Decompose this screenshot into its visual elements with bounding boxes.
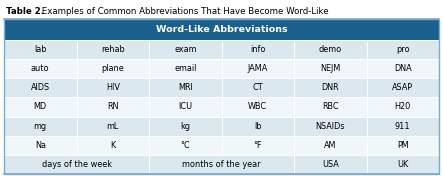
Text: JAMA: JAMA — [248, 64, 268, 73]
Bar — [294, 78, 366, 97]
Text: rehab: rehab — [101, 45, 124, 54]
Text: H20: H20 — [395, 103, 411, 111]
Text: Na: Na — [35, 141, 46, 150]
Text: Table 2.: Table 2. — [6, 7, 44, 16]
Bar — [294, 40, 366, 59]
Bar — [294, 117, 366, 136]
Text: email: email — [174, 64, 196, 73]
Bar — [77, 97, 149, 117]
Text: HIV: HIV — [106, 83, 120, 92]
Text: kg: kg — [180, 122, 190, 131]
Bar — [366, 136, 439, 155]
Text: K: K — [110, 141, 115, 150]
Bar — [4, 40, 77, 59]
Text: NSAIDs: NSAIDs — [315, 122, 345, 131]
Text: exam: exam — [174, 45, 197, 54]
Bar — [366, 117, 439, 136]
Bar — [4, 19, 439, 40]
Text: months of the year: months of the year — [182, 160, 261, 169]
Text: lab: lab — [34, 45, 47, 54]
Bar — [294, 136, 366, 155]
Text: Examples of Common Abbreviations That Have Become Word-Like: Examples of Common Abbreviations That Ha… — [39, 7, 329, 16]
Bar — [222, 59, 294, 78]
Text: ICU: ICU — [178, 103, 192, 111]
Text: mg: mg — [34, 122, 47, 131]
Text: °C: °C — [180, 141, 190, 150]
Text: demo: demo — [319, 45, 342, 54]
Bar — [149, 40, 222, 59]
Bar — [366, 155, 439, 174]
Bar — [222, 40, 294, 59]
Text: AIDS: AIDS — [31, 83, 50, 92]
Bar — [149, 78, 222, 97]
Bar — [149, 97, 222, 117]
Text: AM: AM — [324, 141, 337, 150]
Text: PM: PM — [397, 141, 408, 150]
Bar — [366, 40, 439, 59]
Bar — [4, 136, 77, 155]
Text: MRI: MRI — [178, 83, 193, 92]
Text: auto: auto — [31, 64, 50, 73]
Text: DNA: DNA — [394, 64, 412, 73]
Bar — [4, 59, 77, 78]
Bar — [77, 78, 149, 97]
Bar — [222, 136, 294, 155]
Text: Word-Like Abbreviations: Word-Like Abbreviations — [155, 25, 288, 34]
Bar — [149, 117, 222, 136]
Text: RBC: RBC — [322, 103, 338, 111]
Bar — [4, 155, 149, 174]
Text: days of the week: days of the week — [42, 160, 112, 169]
Text: WBC: WBC — [248, 103, 267, 111]
Bar — [77, 136, 149, 155]
Text: UK: UK — [397, 160, 408, 169]
Bar — [366, 78, 439, 97]
Text: °F: °F — [253, 141, 262, 150]
Bar — [294, 155, 366, 174]
Text: RN: RN — [107, 103, 118, 111]
Bar — [77, 59, 149, 78]
Bar — [149, 155, 294, 174]
Bar — [222, 97, 294, 117]
Text: MD: MD — [34, 103, 47, 111]
Text: mL: mL — [107, 122, 119, 131]
Bar — [366, 97, 439, 117]
Bar — [294, 59, 366, 78]
Text: plane: plane — [101, 64, 124, 73]
Text: lb: lb — [254, 122, 261, 131]
Bar — [366, 59, 439, 78]
Text: USA: USA — [322, 160, 338, 169]
Bar — [4, 97, 77, 117]
Bar — [4, 117, 77, 136]
Text: DNR: DNR — [322, 83, 339, 92]
Text: info: info — [250, 45, 265, 54]
Bar — [222, 78, 294, 97]
Text: NEJM: NEJM — [320, 64, 340, 73]
Bar — [77, 117, 149, 136]
Bar — [294, 97, 366, 117]
Bar — [222, 117, 294, 136]
Bar — [4, 78, 77, 97]
Text: 911: 911 — [395, 122, 411, 131]
Text: ASAP: ASAP — [392, 83, 413, 92]
Bar — [77, 40, 149, 59]
Text: CT: CT — [253, 83, 263, 92]
Bar — [149, 136, 222, 155]
Bar — [149, 59, 222, 78]
Bar — [4, 19, 439, 174]
Text: pro: pro — [396, 45, 410, 54]
